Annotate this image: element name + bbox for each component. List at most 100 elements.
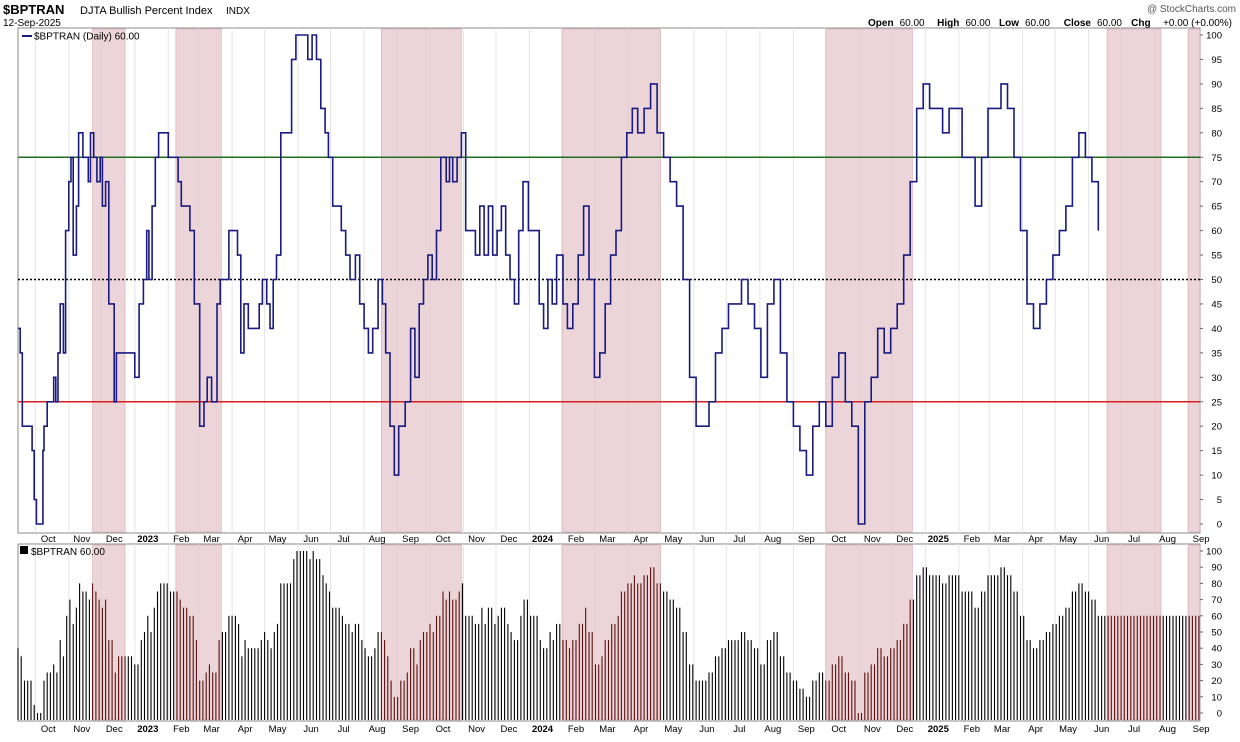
legend-swatch: [20, 546, 28, 554]
quote-value: 60.00: [900, 18, 925, 29]
y-tick-label: 50: [1211, 628, 1222, 639]
y-tick-label: 30: [1211, 660, 1222, 671]
y-tick-label: 10: [1211, 471, 1222, 482]
series-line: [18, 34, 1100, 525]
x-tick-label: Apr: [1028, 534, 1043, 545]
x-tick-label: Jun: [1094, 724, 1109, 735]
y-tick-label: 65: [1211, 202, 1222, 213]
y-tick-label: 90: [1211, 563, 1222, 574]
x-tick-label: Mar: [994, 724, 1010, 735]
x-tick-label: Jun: [699, 724, 714, 735]
x-tick-label: Apr: [238, 534, 253, 545]
legend-label: $BPTRAN (Daily) 60.00: [34, 32, 140, 43]
y-tick-label: 70: [1211, 595, 1222, 606]
shaded-period: [825, 544, 913, 721]
x-tick-label: Dec: [501, 534, 518, 545]
quote-bar: +0.00 (+0.00%) Chg 60.00 Close 60.00 Low 60.00…: [868, 18, 1232, 29]
x-tick-label: Apr: [634, 724, 649, 735]
x-tick-label: Oct: [831, 534, 846, 545]
x-tick-label: Oct: [436, 534, 451, 545]
quote-value: 60.00: [965, 18, 990, 29]
y-tick-label: 90: [1211, 79, 1222, 90]
y-tick-label: 45: [1211, 299, 1222, 310]
quote-label: Low: [999, 18, 1019, 29]
x-tick-label: May: [1059, 534, 1077, 545]
y-tick-label: 40: [1211, 644, 1222, 655]
x-tick-label: Mar: [994, 534, 1010, 545]
y-tick-label: 15: [1211, 446, 1222, 457]
y-tick-label: 100: [1206, 547, 1222, 558]
upper-panel: 0 5 10 15 20 25 30 35 40 45 50 55 60 65 70 75 80 85 90 95 10…: [17, 27, 1222, 534]
y-tick-label: 80: [1211, 579, 1222, 590]
lower-panel: 0 10 20 30 40 50 60 70 80 90 100 $BPTRAN 60.00: [17, 543, 1222, 722]
x-tick-label: Dec: [501, 724, 518, 735]
x-tick-label: Sep: [402, 724, 419, 735]
x-tick-label: Jul: [733, 534, 745, 545]
x-tick-label: Feb: [173, 724, 189, 735]
y-tick-label: 5: [1217, 495, 1222, 506]
x-tick-label: Aug: [1159, 724, 1176, 735]
x-tick-label: Dec: [896, 724, 913, 735]
x-tick-label: Sep: [798, 534, 815, 545]
y-tick-label: 40: [1211, 324, 1222, 335]
x-tick-label: May: [269, 724, 287, 735]
x-tick-label: Mar: [599, 724, 615, 735]
x-tick-label: Sep: [798, 724, 815, 735]
x-tick-label: May: [664, 534, 682, 545]
y-tick-label: 60: [1211, 226, 1222, 237]
quote-label: Close: [1064, 18, 1092, 29]
shaded-period: [381, 544, 462, 721]
x-tick-label: Feb: [964, 534, 980, 545]
y-tick-label: 80: [1211, 128, 1222, 139]
exchange: INDX: [226, 6, 250, 17]
y-tick-label: 95: [1211, 55, 1222, 66]
quote-label: Open: [868, 18, 894, 29]
x-tick-label: Oct: [41, 724, 56, 735]
watermark: @ StockCharts.com: [1147, 4, 1236, 15]
x-tick-label: 2025: [928, 534, 950, 545]
x-tick-label: Jul: [733, 724, 745, 735]
x-tick-label: Oct: [436, 724, 451, 735]
x-tick-label: Nov: [73, 724, 90, 735]
y-tick-label: 10: [1211, 692, 1222, 703]
symbol: $BPTRAN: [3, 2, 64, 17]
y-tick-label: 60: [1211, 611, 1222, 622]
y-tick-label: 70: [1211, 177, 1222, 188]
x-tick-label: Aug: [1159, 534, 1176, 545]
y-tick-label: 85: [1211, 104, 1222, 115]
x-tick-label: Apr: [1028, 724, 1043, 735]
x-tick-label: Apr: [634, 534, 649, 545]
x-tick-label: Apr: [238, 724, 253, 735]
shaded-period: [1187, 544, 1201, 721]
y-tick-label: 100: [1206, 31, 1222, 42]
y-tick-label: 55: [1211, 251, 1222, 262]
x-tick-label: Oct: [831, 724, 846, 735]
shaded-period: [1106, 28, 1162, 533]
shaded-period: [825, 28, 913, 533]
x-tick-label: Jul: [1128, 534, 1140, 545]
x-tick-label: Jul: [337, 724, 349, 735]
y-tick-label: 25: [1211, 397, 1222, 408]
quote-label: Chg: [1131, 18, 1150, 29]
x-tick-label: Feb: [964, 724, 980, 735]
y-tick-label: 0: [1217, 520, 1222, 531]
x-tick-label: Sep: [1193, 534, 1210, 545]
shaded-period: [381, 28, 462, 533]
x-tick-label: Jun: [303, 534, 318, 545]
x-tick-label: 2024: [532, 534, 554, 545]
shaded-period: [1187, 28, 1201, 533]
x-tick-label: Nov: [468, 724, 485, 735]
y-tick-label: 20: [1211, 676, 1222, 687]
x-tick-label: May: [664, 724, 682, 735]
y-tick-label: 0: [1217, 709, 1222, 720]
x-tick-label: Aug: [369, 724, 386, 735]
x-tick-label: Dec: [106, 724, 123, 735]
x-tick-label: Nov: [864, 534, 881, 545]
quote-value: +0.00 (+0.00%): [1163, 18, 1232, 29]
x-tick-label: Mar: [599, 534, 615, 545]
x-tick-label: 2025: [928, 724, 950, 735]
x-tick-label: Aug: [369, 534, 386, 545]
quote-value: 60.00: [1025, 18, 1050, 29]
x-tick-label: Mar: [203, 724, 219, 735]
